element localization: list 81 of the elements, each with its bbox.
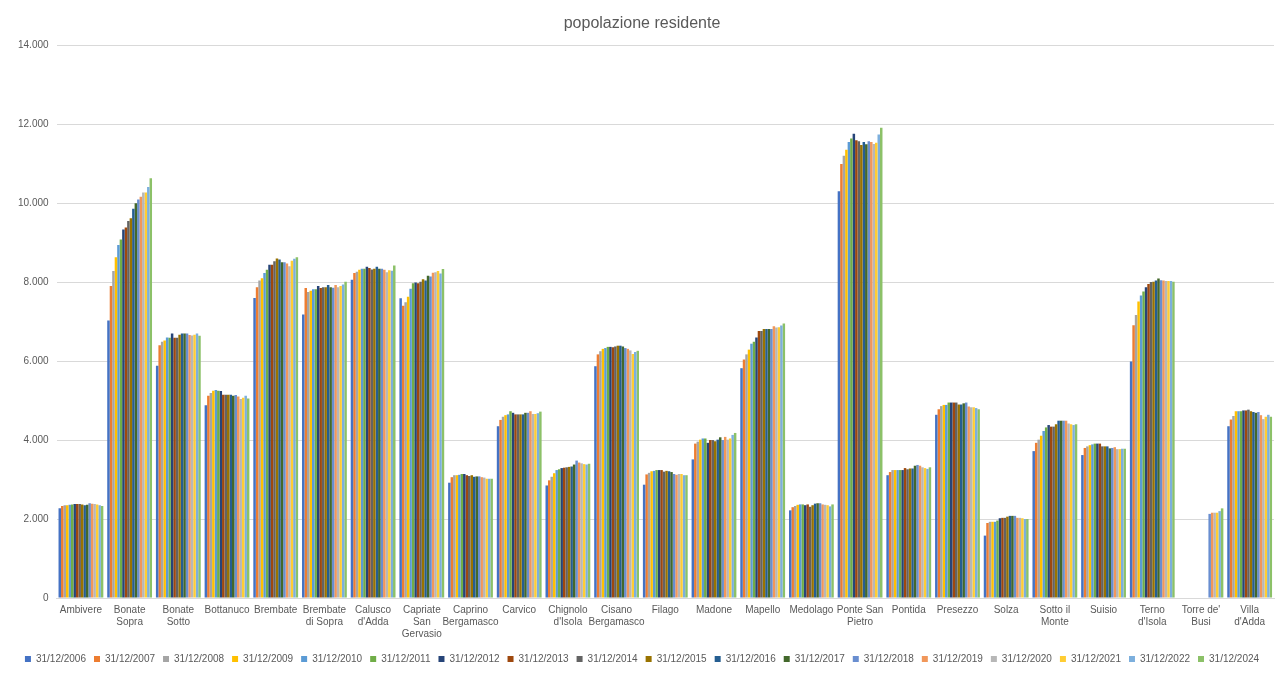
y-tick-label: 2.000: [23, 512, 50, 524]
bar: [1132, 325, 1135, 598]
legend-label: 31/12/2018: [863, 652, 915, 664]
bar: [840, 164, 843, 598]
bar: [112, 271, 115, 598]
legend-label: 31/12/2022: [1139, 652, 1191, 664]
x-tick-label: Sotto il Monte: [1039, 603, 1071, 627]
bar: [399, 298, 402, 598]
bar: [409, 288, 412, 598]
y-tick-label: 14.000: [17, 38, 50, 50]
bar: [860, 145, 863, 598]
y-tick-label: 6.000: [23, 354, 50, 366]
bar: [1081, 455, 1084, 598]
x-tick-label: Brembate: [254, 603, 298, 615]
bar: [158, 345, 161, 598]
x-tick-label: Mapello: [745, 603, 781, 615]
x-tick-label: Presezzo: [936, 603, 979, 615]
legend-label: 31/12/2011: [381, 652, 431, 664]
y-tick-label: 10.000: [17, 196, 50, 208]
legend-label: 31/12/2012: [449, 652, 500, 664]
bar: [755, 337, 758, 598]
x-tick-label: Capriate San Gervasio: [401, 603, 443, 639]
legend-label: 31/12/2013: [518, 652, 570, 664]
bar: [845, 149, 848, 598]
bar: [545, 485, 548, 598]
y-tick-label: 0: [43, 591, 50, 603]
x-tick-label: Pontida: [891, 603, 927, 615]
legend-label: 31/12/2024: [1209, 652, 1260, 664]
legend-label: 31/12/2014: [587, 652, 639, 664]
x-tick-label: Terno d'Isola: [1137, 603, 1167, 627]
x-tick-label: Calusco d'Adda: [355, 603, 392, 627]
bar: [740, 368, 743, 598]
x-tick-label: Bonate Sopra: [113, 603, 146, 627]
x-tick-label: Suisio: [1089, 603, 1118, 615]
bar: [107, 320, 110, 598]
x-tick-label: Brembate di Sopra: [302, 603, 347, 627]
bar: [1137, 301, 1140, 598]
x-tick-label: Madone: [695, 603, 733, 615]
x-tick-label: Ponte San Pietro: [836, 603, 884, 627]
bar: [147, 186, 150, 598]
legend-label: 31/12/2007: [104, 652, 156, 664]
x-tick-label: Bottanuco: [204, 603, 250, 615]
legend-label: 31/12/2021: [1070, 652, 1122, 664]
legend-label: 31/12/2019: [932, 652, 984, 664]
bar: [132, 208, 135, 598]
bar: [594, 366, 597, 598]
legend-label: 31/12/2020: [1001, 652, 1053, 664]
legend-label: 31/12/2015: [656, 652, 708, 664]
x-tick-label: Carvico: [502, 603, 537, 615]
bar: [1227, 426, 1230, 598]
x-tick-label: Cisano Bergamasco: [588, 603, 646, 627]
bar: [448, 482, 451, 598]
x-tick-label: Filago: [651, 603, 680, 615]
bar: [263, 273, 266, 598]
x-tick-label: Medolago: [789, 603, 834, 615]
y-tick-label: 8.000: [23, 275, 50, 287]
y-tick-label: 4.000: [23, 433, 50, 445]
bar: [1142, 291, 1145, 598]
bar: [302, 314, 305, 598]
bar: [1232, 415, 1235, 598]
bar: [117, 245, 120, 598]
y-tick-label: 12.000: [17, 117, 50, 129]
legend-label: 31/12/2009: [243, 652, 294, 664]
x-tick-label: Caprino Bergamasco: [442, 603, 500, 627]
legend-label: 31/12/2016: [725, 652, 777, 664]
bar: [393, 265, 396, 598]
legend-label: 31/12/2017: [794, 652, 846, 664]
bar: [253, 297, 256, 598]
x-tick-label: Torre de' Busi: [1181, 603, 1221, 627]
x-tick-label: Bonate Sotto: [162, 603, 195, 627]
chart-title: popolazione residente: [563, 14, 721, 32]
legend-label: 31/12/2006: [35, 652, 87, 664]
bar: [745, 354, 748, 598]
x-tick-label: Ambivere: [59, 603, 103, 615]
bar: [1032, 451, 1035, 598]
bar: [935, 414, 938, 598]
x-tick-label: Villa d'Adda: [1234, 603, 1266, 627]
x-tick-label: Chignolo d'Isola: [548, 603, 589, 627]
x-tick-label: Solza: [993, 603, 1020, 615]
legend-label: 31/12/2010: [312, 652, 363, 664]
legend-label: 31/12/2008: [174, 652, 225, 664]
